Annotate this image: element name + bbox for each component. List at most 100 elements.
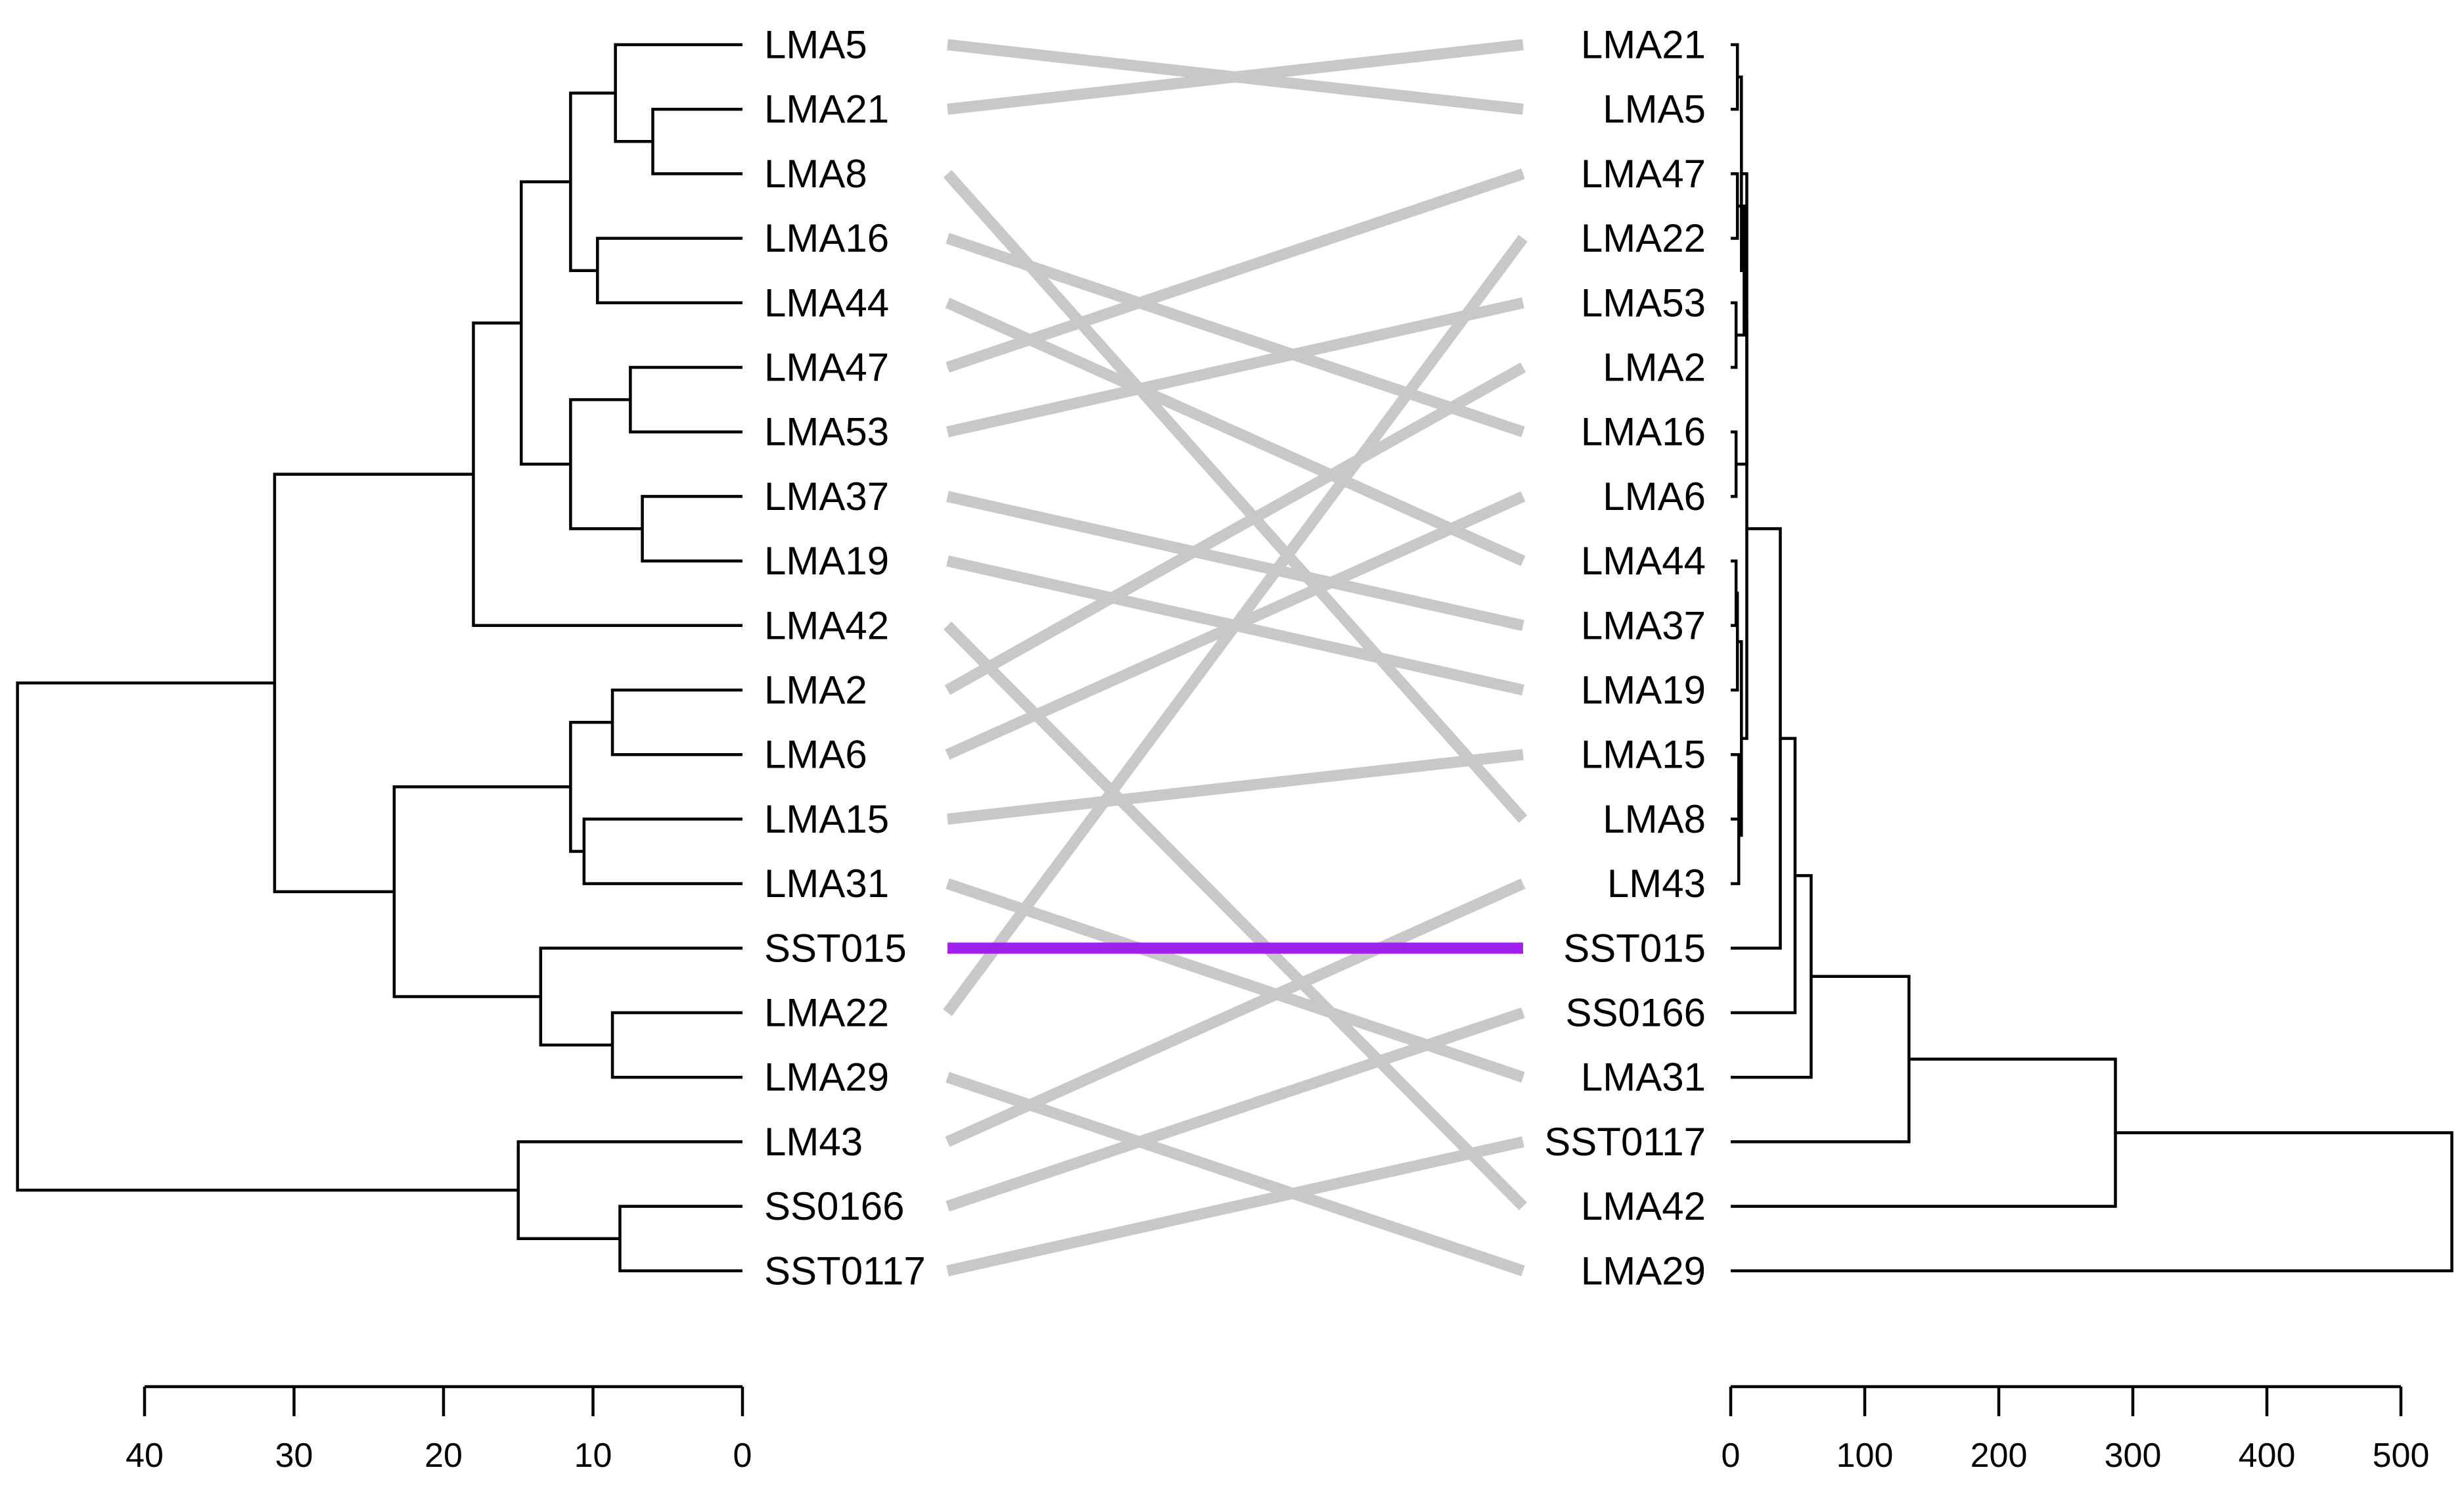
- left-branch-q: [618, 1205, 742, 1273]
- left-leaf-label-lma19: LMA19: [764, 539, 889, 583]
- connection-lma53: [946, 297, 1524, 438]
- right-leaf-label-lma22: LMA22: [1581, 216, 1706, 260]
- right-branch-m: [1741, 319, 1748, 740]
- right-leaf-label-lma2: LMA2: [1603, 346, 1706, 390]
- right-leaf-label-lma19: LMA19: [1581, 668, 1706, 712]
- connection-lma22: [943, 235, 1528, 1017]
- left-branch-n: [539, 946, 742, 1047]
- right-leaf-label-lma6: LMA6: [1603, 474, 1706, 519]
- right-axis-tick-label-500: 500: [2373, 1437, 2430, 1475]
- connection-lma44: [945, 298, 1526, 566]
- connection-ss0166: [946, 1007, 1525, 1212]
- right-branch-p: [1731, 874, 1813, 1079]
- connection-lma42: [943, 621, 1528, 1211]
- right-leaf-label-sst0117: SST0117: [1544, 1120, 1706, 1164]
- right-branch-r: [1731, 1057, 2117, 1208]
- left-branch-root: [16, 681, 518, 1192]
- right-leaf-label-lma31: LMA31: [1581, 1055, 1706, 1099]
- left-leaf-label-sst015: SST015: [764, 926, 907, 970]
- left-branch-r: [516, 1140, 742, 1240]
- left-branch-b: [614, 43, 742, 143]
- left-branch-p: [273, 473, 474, 894]
- right-branch-b: [1731, 172, 1739, 240]
- right-leaf-label-ss0166: SS0166: [1565, 991, 1706, 1035]
- right-branch-q: [1731, 975, 1911, 1143]
- right-leaf-label-lm43: LM43: [1607, 862, 1706, 906]
- left-leaf-label-lma31: LMA31: [764, 862, 889, 906]
- left-leaf-label-lma2: LMA2: [764, 668, 867, 712]
- left-branch-m: [610, 1011, 742, 1079]
- right-leaf-label-lma47: LMA47: [1581, 152, 1706, 196]
- left-dendrogram: [16, 43, 742, 1273]
- connection-lma29: [946, 1072, 1525, 1276]
- right-branch-c: [1731, 301, 1738, 369]
- right-leaf-label-lma37: LMA37: [1581, 603, 1706, 647]
- left-leaf-label-lma37: LMA37: [764, 474, 889, 519]
- left-leaf-label-lma16: LMA16: [764, 216, 889, 260]
- left-leaf-label-ss0166: SS0166: [764, 1184, 905, 1228]
- left-leaf-label-lma42: LMA42: [764, 603, 889, 647]
- connection-lma47: [946, 168, 1525, 373]
- left-leaf-label-lma15: LMA15: [764, 797, 889, 841]
- left-branch-f: [641, 495, 742, 563]
- left-branch-h: [520, 180, 571, 466]
- connection-lma37: [946, 491, 1524, 632]
- left-axis-tick-label-20: 20: [424, 1437, 463, 1475]
- right-leaf-label-lma44: LMA44: [1581, 539, 1706, 583]
- right-branch-root2: [1731, 1131, 2453, 1273]
- left-branch-e: [629, 365, 742, 434]
- left-leaf-label-lma8: LMA8: [764, 152, 867, 196]
- left-branch-k: [582, 818, 742, 885]
- right-leaf-label-lma21: LMA21: [1581, 23, 1706, 67]
- connection-sst0117: [946, 1136, 1524, 1277]
- left-branch-l: [569, 720, 613, 853]
- left-leaf-label-lma21: LMA21: [764, 87, 889, 131]
- right-axis-tick-label-200: 200: [1971, 1437, 2028, 1475]
- right-branch-a: [1731, 43, 1739, 111]
- left-leaf-labels: LMA5 LMA21 LMA8 LMA16 LMA44 LMA47 LMA53 LMA37 LM…: [764, 23, 926, 1293]
- left-leaf-label-lma53: LMA53: [764, 410, 889, 454]
- right-leaf-label-lma16: LMA16: [1581, 410, 1706, 454]
- connection-lma21: [947, 39, 1524, 115]
- left-branch-d: [569, 91, 616, 272]
- left-axis-tick-label-30: 30: [275, 1437, 313, 1475]
- right-branch-h: [1731, 559, 1738, 628]
- right-branch-f: [1731, 430, 1738, 498]
- right-leaf-label-lma53: LMA53: [1581, 281, 1706, 325]
- right-dendrogram: [1731, 43, 2453, 1273]
- left-branch-o: [392, 785, 571, 998]
- right-leaf-label-lma29: LMA29: [1581, 1249, 1706, 1293]
- left-branch-j: [610, 688, 742, 756]
- left-axis: 40 30 20 10 0: [125, 1385, 752, 1475]
- right-leaf-label-sst015: SST015: [1563, 926, 1706, 970]
- left-axis-tick-label-40: 40: [125, 1437, 164, 1475]
- left-branch-c: [596, 237, 742, 305]
- left-leaf-label-lma29: LMA29: [764, 1055, 889, 1099]
- right-leaf-label-lma8: LMA8: [1603, 797, 1706, 841]
- right-branch-n: [1731, 527, 1782, 950]
- right-axis-tick-label-400: 400: [2239, 1437, 2296, 1475]
- left-branch-a: [651, 107, 742, 175]
- left-leaf-label-sst0117: SST0117: [764, 1249, 926, 1293]
- connection-lma8: [943, 170, 1528, 823]
- right-axis-tick-label-100: 100: [1837, 1437, 1894, 1475]
- right-axis: 0 100 200 300 400 500: [1722, 1385, 2430, 1475]
- connection-lines: [943, 39, 1528, 1277]
- left-axis-tick-label-0: 0: [733, 1437, 752, 1475]
- right-leaf-labels: LMA21 LMA5 LMA47 LMA22 LMA53 LMA2 LMA16 LMA6 LMA…: [1544, 23, 1706, 1293]
- right-leaf-label-lma5: LMA5: [1603, 87, 1706, 131]
- connection-lma15: [947, 749, 1524, 825]
- right-axis-tick-label-0: 0: [1722, 1437, 1741, 1475]
- right-leaf-label-lma15: LMA15: [1581, 733, 1706, 777]
- connection-lm43: [945, 878, 1526, 1147]
- right-branch-k: [1731, 787, 1741, 885]
- connection-lma2: [944, 362, 1526, 695]
- left-leaf-label-lma6: LMA6: [764, 733, 867, 777]
- left-leaf-label-lma22: LMA22: [764, 991, 889, 1035]
- connection-lma16: [946, 233, 1525, 438]
- right-branch-i: [1731, 591, 1739, 692]
- left-leaf-label-lma47: LMA47: [764, 346, 889, 390]
- right-axis-tick-label-300: 300: [2105, 1437, 2162, 1475]
- left-leaf-label-lm43: LM43: [764, 1120, 863, 1164]
